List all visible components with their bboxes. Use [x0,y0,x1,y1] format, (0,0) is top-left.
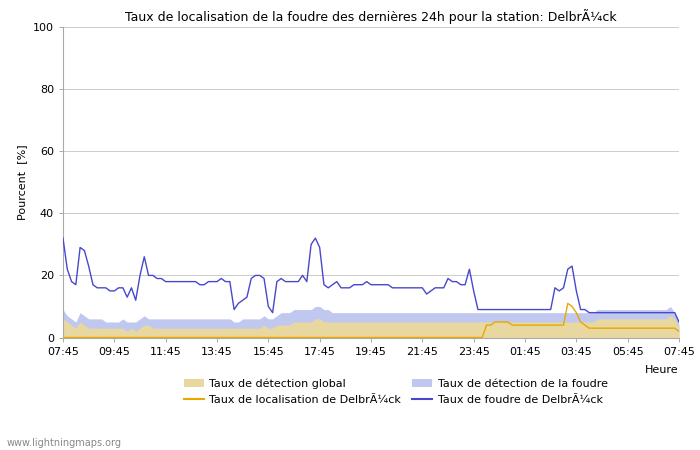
Text: Heure: Heure [645,365,679,375]
Text: www.lightningmaps.org: www.lightningmaps.org [7,438,122,448]
Legend: Taux de détection global, Taux de localisation de DelbrÃ¼ck, Taux de détection d: Taux de détection global, Taux de locali… [179,374,612,409]
Title: Taux de localisation de la foudre des dernières 24h pour la station: DelbrÃ¼ck: Taux de localisation de la foudre des de… [125,9,617,24]
Y-axis label: Pourcent  [%]: Pourcent [%] [18,144,27,220]
